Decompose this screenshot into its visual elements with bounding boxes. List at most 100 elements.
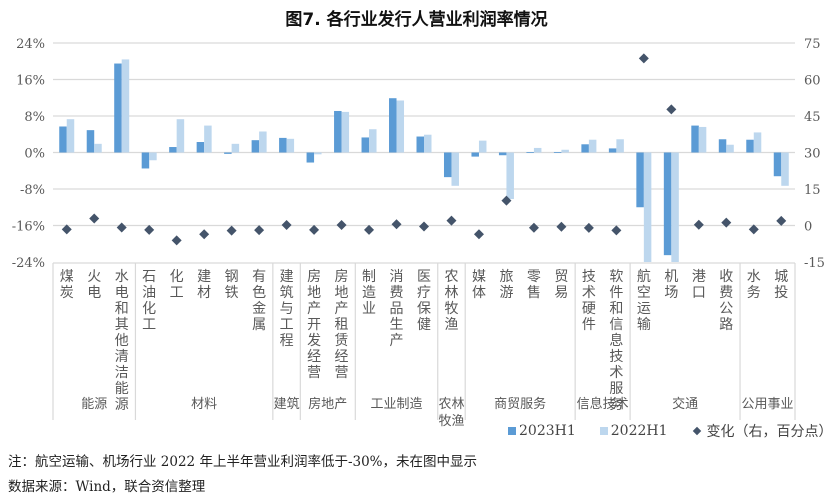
svg-text:水: 水 <box>747 269 761 285</box>
bar <box>176 119 185 153</box>
svg-text:煤: 煤 <box>60 269 74 285</box>
bar <box>196 142 205 153</box>
bar <box>746 139 754 153</box>
svg-text:建: 建 <box>280 269 294 285</box>
bar <box>279 137 287 153</box>
change-markers <box>61 53 787 246</box>
bar-series <box>59 59 789 262</box>
svg-text:机: 机 <box>664 269 678 285</box>
bar <box>773 152 782 177</box>
svg-text:0: 0 <box>804 220 812 235</box>
svg-text:60: 60 <box>804 74 821 89</box>
gridlines <box>53 42 795 227</box>
bar <box>698 126 707 153</box>
diamond-icon <box>144 224 155 235</box>
legend-item-2022h1: 2022H1 <box>599 423 668 439</box>
svg-text:地: 地 <box>307 285 321 301</box>
svg-text:保: 保 <box>417 301 431 317</box>
legend-label: 2022H1 <box>610 423 668 439</box>
y-axis-right: 75 60 45 30 15 0 -15 <box>804 37 825 271</box>
diamond-icon <box>583 222 594 233</box>
chart-plot: 24% 16% 8% 0% -8% -16% -24% 75 60 45 30 15 0 -15 煤炭火… <box>12 37 825 429</box>
legend-item-change: 变化（右，百分点） <box>692 421 833 441</box>
diamond-icon <box>776 215 787 226</box>
bar <box>533 147 542 153</box>
bar <box>369 129 377 153</box>
svg-text:程: 程 <box>280 333 294 349</box>
svg-text:-15: -15 <box>804 256 825 271</box>
svg-text:钢: 钢 <box>225 269 239 285</box>
svg-text:45: 45 <box>804 110 821 125</box>
y-axis-left: 24% 16% 8% 0% -8% -16% -24% <box>12 37 45 271</box>
svg-text:0%: 0% <box>24 147 45 162</box>
svg-text:赁: 赁 <box>335 333 349 349</box>
chart-note: 注：航空运输、机场行业 2022 年上半年营业利润率低于-30%，未在图中显示 <box>8 454 478 470</box>
bar <box>169 147 177 153</box>
svg-text:产: 产 <box>307 301 321 317</box>
diamond-icon <box>89 213 100 224</box>
svg-text:火: 火 <box>87 269 101 285</box>
svg-text:技: 技 <box>609 349 623 365</box>
bar <box>389 98 397 153</box>
svg-text:75: 75 <box>804 37 821 52</box>
diamond-icon <box>309 224 320 235</box>
bar <box>231 143 240 153</box>
svg-text:农林: 农林 <box>438 397 464 412</box>
bar <box>636 152 644 208</box>
svg-text:与: 与 <box>280 301 294 317</box>
bar <box>86 130 95 153</box>
svg-text:输: 输 <box>637 317 651 333</box>
svg-text:建: 建 <box>197 269 211 285</box>
diamond-icon <box>116 222 127 233</box>
svg-text:件: 件 <box>609 285 623 301</box>
bar <box>443 152 452 178</box>
svg-text:媒: 媒 <box>472 269 486 285</box>
svg-text:公用事业: 公用事业 <box>742 397 794 412</box>
bar <box>718 139 727 153</box>
bar <box>396 100 405 153</box>
svg-text:收: 收 <box>719 269 733 285</box>
svg-text:有: 有 <box>252 269 266 285</box>
svg-text:息: 息 <box>609 332 623 349</box>
diamond-icon <box>336 220 347 231</box>
bar <box>663 152 672 256</box>
diamond-icon <box>446 215 457 226</box>
diamond-icon <box>61 224 72 235</box>
svg-text:工: 工 <box>280 317 294 333</box>
svg-text:营: 营 <box>307 365 321 381</box>
svg-text:24%: 24% <box>16 37 45 52</box>
svg-text:他: 他 <box>115 333 129 349</box>
svg-text:金: 金 <box>252 301 266 317</box>
svg-text:制: 制 <box>362 269 376 285</box>
diamond-icon <box>199 229 210 240</box>
svg-text:产: 产 <box>335 301 349 317</box>
data-source: 数据来源：Wind，联合资信整理 <box>8 479 206 495</box>
svg-text:工: 工 <box>142 317 156 333</box>
bar <box>581 144 589 153</box>
svg-text:零: 零 <box>527 269 541 285</box>
bar <box>286 138 295 153</box>
bar <box>561 149 569 153</box>
bar <box>149 152 157 161</box>
bar <box>251 140 260 153</box>
svg-text:贸: 贸 <box>554 269 568 285</box>
svg-text:30: 30 <box>804 147 821 162</box>
diamond-icon <box>666 104 677 115</box>
svg-text:材: 材 <box>197 285 211 301</box>
svg-text:林: 林 <box>444 285 458 301</box>
bar <box>616 139 624 153</box>
diamond-icon <box>391 219 402 230</box>
svg-text:术: 术 <box>609 365 623 381</box>
diamond-icon <box>254 225 265 236</box>
svg-text:投: 投 <box>774 285 788 301</box>
diamond-icon <box>693 219 704 230</box>
svg-text:建筑: 建筑 <box>274 396 300 412</box>
diamond-icon <box>748 224 759 235</box>
svg-text:化: 化 <box>170 269 184 285</box>
svg-text:交通: 交通 <box>672 396 698 412</box>
svg-text:运: 运 <box>637 301 651 317</box>
bar <box>451 152 459 186</box>
svg-text:渔: 渔 <box>444 317 458 333</box>
svg-text:费: 费 <box>719 285 733 301</box>
svg-text:务: 务 <box>747 285 761 301</box>
